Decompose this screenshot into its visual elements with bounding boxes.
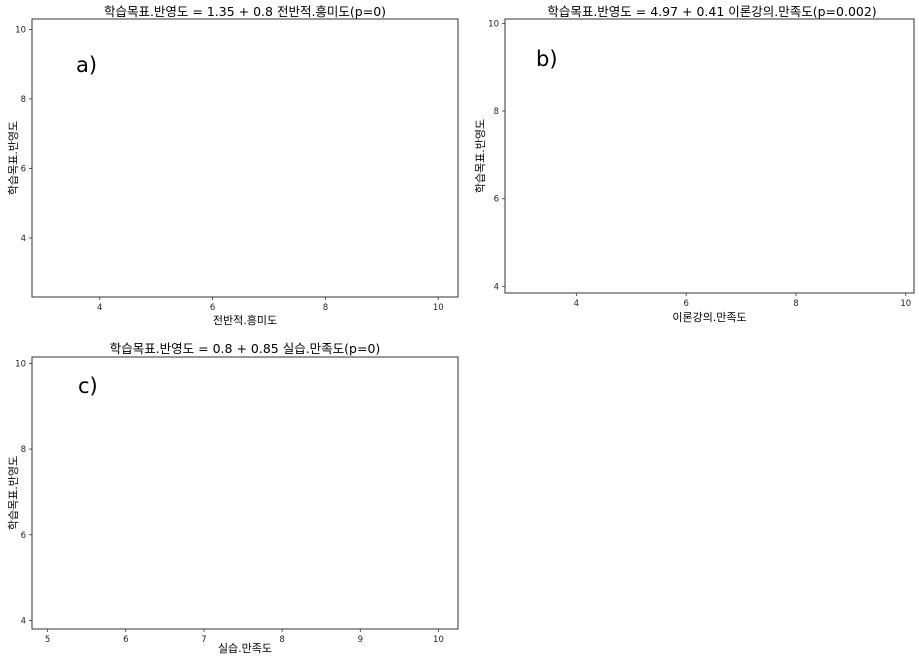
- x-tick-label: 6: [683, 299, 688, 309]
- y-tick-label: 8: [21, 95, 26, 105]
- x-tick-label: 4: [574, 299, 579, 309]
- x-tick-label: 6: [210, 303, 215, 313]
- y-axis-title: 학습목표.반영도: [7, 456, 20, 530]
- plot-frame: [31, 18, 459, 298]
- x-tick-label: 8: [279, 635, 284, 645]
- y-tick-label: 6: [494, 195, 499, 205]
- y-tick-label: 6: [21, 531, 26, 541]
- x-axis-title: 전반적.흥미도: [213, 313, 277, 327]
- x-axis-title: 이론강의.만족도: [672, 311, 746, 324]
- y-tick-label: 8: [21, 445, 26, 455]
- plot-frame: [31, 356, 459, 630]
- x-tick-label: 7: [201, 635, 206, 645]
- plot-frame: [504, 18, 915, 294]
- y-tick-label: 10: [15, 25, 26, 35]
- x-tick-label: 10: [900, 299, 911, 309]
- x-tick-label: 9: [358, 635, 363, 645]
- y-tick-label: 4: [21, 234, 26, 244]
- y-axis-title: 학습목표.반영도: [7, 121, 20, 195]
- x-axis-title: 실습.만족도: [218, 642, 272, 655]
- x-tick-label: 10: [433, 303, 444, 313]
- x-tick-label: 8: [323, 303, 328, 313]
- y-tick-label: 8: [494, 107, 499, 117]
- y-axis-title: 학습목표.반영도: [474, 119, 487, 193]
- panel-label: b): [536, 47, 558, 71]
- x-tick-label: 8: [793, 299, 798, 309]
- x-tick-label: 10: [433, 635, 444, 645]
- plot-panel-a: 4 6 8 10 4 6 8 10 a) 학습목표.반영도 = 1.35 + 0.8 전반적.흥미…: [7, 4, 459, 327]
- panel-label: a): [76, 53, 97, 77]
- plot-panel-b: 4 6 8 10 4 6 8 10 b) 학습목표.반영도 = 4.97 + 0.41 이론강의.…: [474, 4, 915, 324]
- x-tick-label: 4: [97, 303, 102, 313]
- y-tick-label: 4: [494, 282, 499, 292]
- chart-title: 학습목표.반영도 = 4.97 + 0.41 이론강의.만족도(p=0.002): [547, 4, 876, 19]
- plot-panel-c: 5 6 7 8 9 10 4 6 8 10 c) 학습목표.반영도 = 0.8 + 0.85 실습.만…: [7, 341, 459, 655]
- y-tick-label: 10: [15, 359, 26, 369]
- x-tick-label: 5: [45, 635, 50, 645]
- y-tick-label: 6: [21, 164, 26, 174]
- chart-title: 학습목표.반영도 = 0.8 + 0.85 실습.만족도(p=0): [110, 341, 381, 356]
- x-tick-label: 6: [123, 635, 128, 645]
- y-tick-label: 4: [21, 616, 26, 626]
- chart-title: 학습목표.반영도 = 1.35 + 0.8 전반적.흥미도(p=0): [104, 4, 386, 19]
- y-tick-label: 10: [488, 19, 499, 29]
- panel-label: c): [78, 374, 98, 398]
